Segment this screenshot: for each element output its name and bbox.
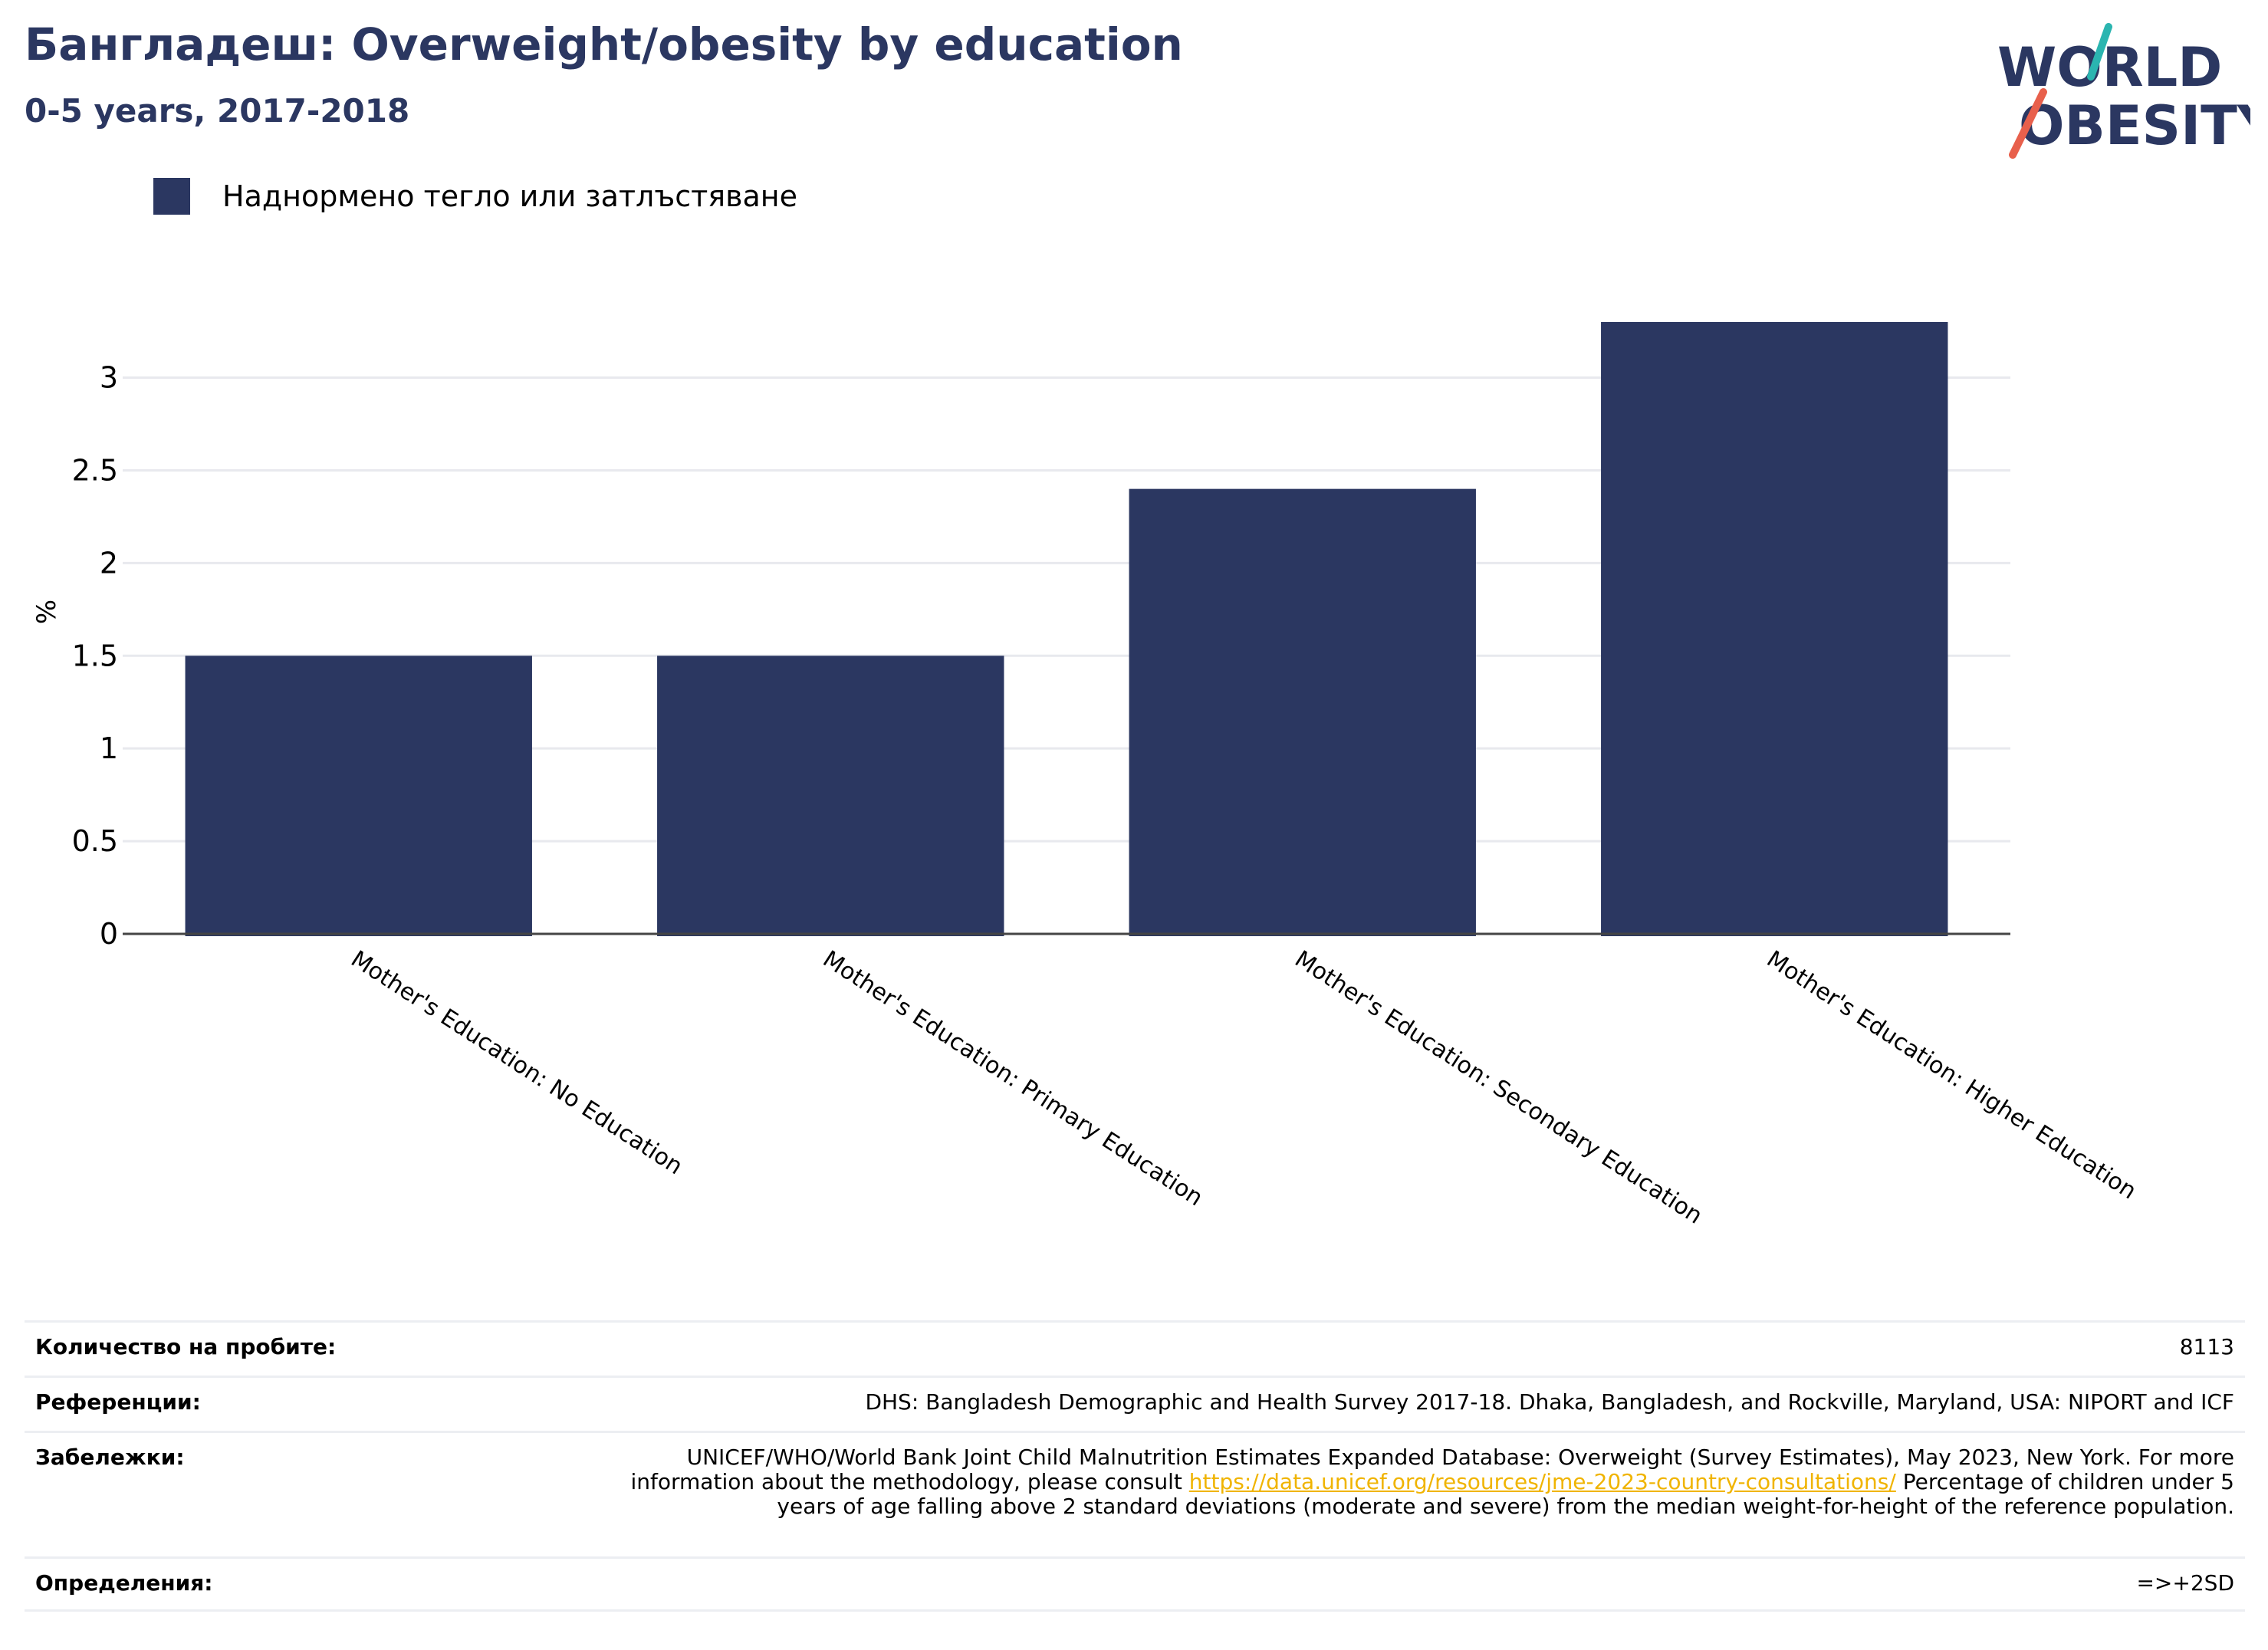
references-row: Референции: DHS: Bangladesh Demographic … — [25, 1376, 2245, 1431]
chart-title: Бангладеш: Overweight/obesity by educati… — [25, 18, 1183, 71]
x-tick-label: Mother's Education: Secondary Education — [1290, 945, 1707, 1227]
x-tick-label: Mother's Education: Primary Education — [818, 945, 1208, 1211]
remarks-label: Забележки: — [35, 1445, 185, 1470]
bar — [1129, 488, 1476, 936]
bar — [185, 656, 532, 936]
remarks-row: Забележки: UNICEF/WHO/World Bank Joint C… — [25, 1431, 2245, 1556]
y-tick-label: 1.5 — [72, 639, 118, 672]
y-tick-label: 0.5 — [72, 824, 118, 858]
references-value: DHS: Bangladesh Demographic and Health S… — [865, 1389, 2234, 1415]
definitions-label: Определения: — [35, 1570, 213, 1596]
sample-size-value: 8113 — [2179, 1334, 2234, 1359]
bar — [657, 656, 1004, 936]
y-tick-label: 2 — [100, 546, 118, 580]
world-obesity-logo: WORLD OBESITY — [1997, 23, 2250, 159]
y-tick-label: 2.5 — [72, 453, 118, 487]
notes-table: Количество на пробите: 8113 Референции: … — [25, 1320, 2245, 1612]
logo-line1: WORLD — [1997, 36, 2222, 99]
x-tick-label: Mother's Education: Higher Education — [1762, 945, 2141, 1205]
references-label: Референции: — [35, 1389, 201, 1415]
y-tick-label: 1 — [100, 731, 118, 765]
sample-size-row: Количество на пробите: 8113 — [25, 1320, 2245, 1376]
bar — [1601, 322, 1948, 936]
remarks-value: UNICEF/WHO/World Bank Joint Child Malnut… — [624, 1445, 2235, 1519]
remarks-text-before: UNICEF/WHO/World Bank Joint Child Malnut… — [630, 1445, 2235, 1494]
remarks-text-after: Percentage of children under 5 years of … — [777, 1469, 2234, 1519]
logo-line2: OBESITY — [2019, 94, 2250, 157]
definitions-value: =>+2SD — [2136, 1570, 2234, 1596]
bar-chart: 0 0.5 1 1.5 2 2.5 3% Mother's Education: No Edu… — [31, 322, 2141, 1227]
x-tick-label: Mother's Education: No Education — [346, 945, 687, 1180]
y-tick-label: 0 — [100, 917, 118, 951]
legend-label: Наднормено тегло или затлъстяване — [222, 179, 797, 213]
methodology-link[interactable]: https://data.unicef.org/resources/jme-20… — [1188, 1469, 1896, 1494]
definitions-row: Определения: =>+2SD — [25, 1556, 2245, 1612]
logo-slash-teal — [2087, 23, 2112, 81]
logo-slash-red — [2009, 88, 2047, 159]
sample-size-label: Количество на пробите: — [35, 1334, 337, 1359]
y-tick-label: 3 — [100, 361, 118, 395]
legend-swatch — [153, 178, 190, 215]
chart-subtitle: 0-5 years, 2017-2018 — [25, 92, 410, 130]
chart-legend: Наднормено тегло или затлъстяване — [153, 178, 797, 215]
y-axis-label: % — [31, 600, 62, 624]
